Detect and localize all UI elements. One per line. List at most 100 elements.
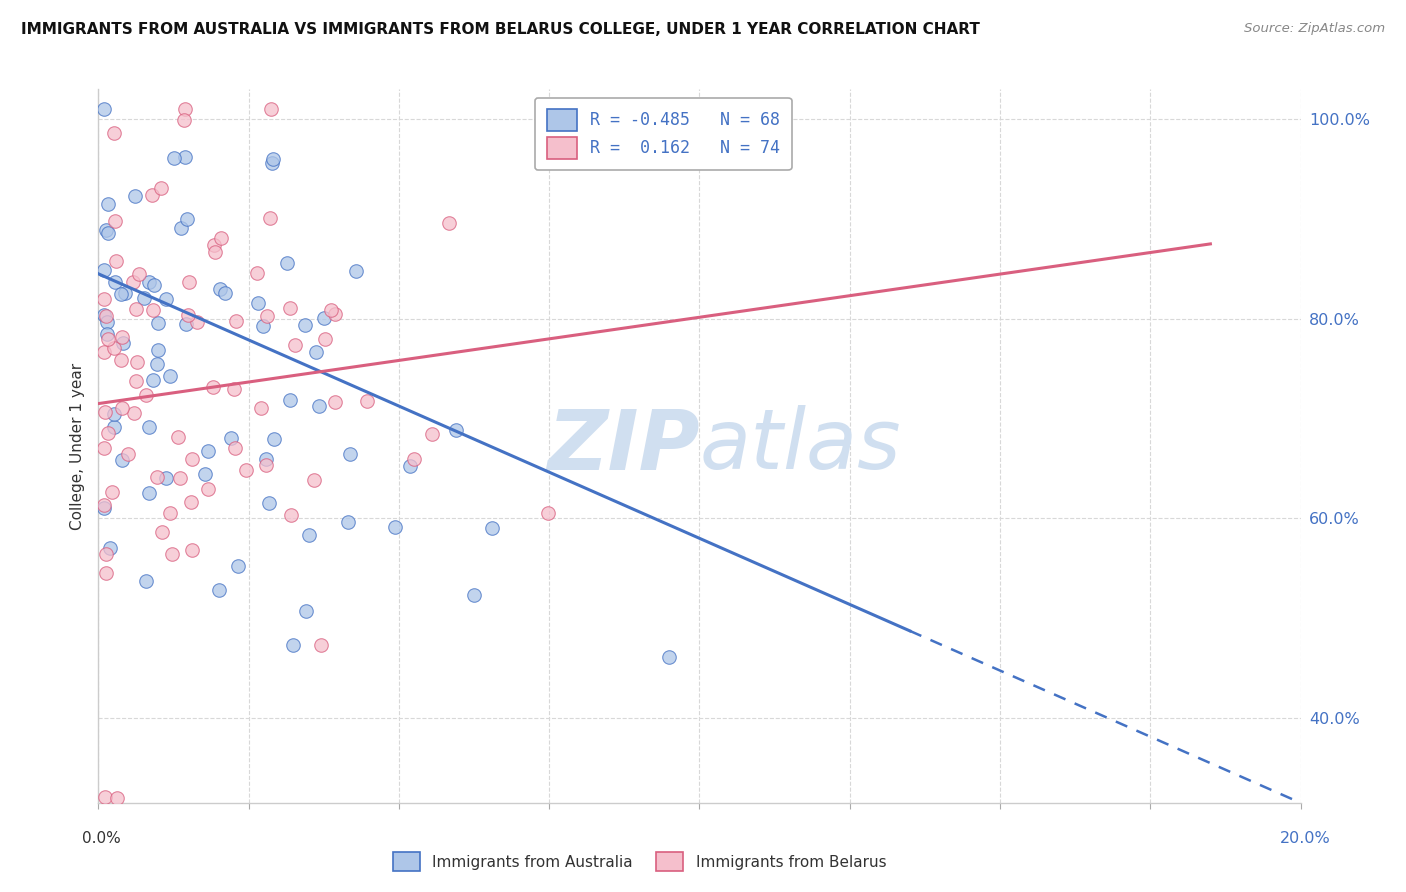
Text: Source: ZipAtlas.com: Source: ZipAtlas.com — [1244, 22, 1385, 36]
Point — [444, 423, 467, 437]
Point — [356, 393, 378, 408]
Point — [93, 441, 115, 455]
Point — [167, 429, 190, 443]
Point — [94, 547, 117, 561]
Point — [111, 330, 134, 344]
Point — [122, 275, 145, 289]
Point — [281, 638, 304, 652]
Point — [143, 277, 166, 292]
Point — [146, 343, 169, 357]
Point — [97, 426, 120, 441]
Point — [114, 286, 136, 301]
Point — [280, 508, 302, 523]
Point — [124, 189, 146, 203]
Point — [173, 113, 195, 128]
Point — [146, 470, 169, 484]
Point — [104, 275, 127, 289]
Point — [98, 541, 121, 555]
Point — [111, 335, 134, 350]
Point — [308, 399, 330, 413]
Point — [103, 407, 125, 421]
Point — [93, 292, 115, 306]
Point — [247, 296, 270, 310]
Point — [103, 341, 125, 355]
Point — [93, 498, 115, 512]
Point — [219, 431, 242, 445]
Point — [658, 649, 681, 664]
Point — [149, 180, 172, 194]
Point — [384, 520, 406, 534]
Point — [226, 559, 249, 574]
Point — [336, 515, 359, 529]
Point — [323, 307, 346, 321]
Point — [135, 574, 157, 588]
Point — [204, 245, 226, 260]
Point — [321, 302, 343, 317]
Point — [235, 463, 257, 477]
Point — [252, 319, 274, 334]
Point — [256, 309, 278, 323]
Point — [93, 263, 115, 277]
Point — [111, 401, 134, 415]
Point — [125, 374, 148, 388]
Point — [202, 238, 225, 252]
Legend: Immigrants from Australia, Immigrants from Belarus: Immigrants from Australia, Immigrants fr… — [387, 847, 893, 877]
Point — [97, 196, 120, 211]
Point — [305, 344, 328, 359]
Point — [304, 473, 326, 487]
Point — [142, 373, 165, 387]
Point — [263, 432, 285, 446]
Point — [132, 291, 155, 305]
Point — [259, 211, 281, 225]
Point — [94, 309, 117, 323]
Point — [208, 583, 231, 598]
Point — [278, 301, 301, 316]
Point — [163, 152, 186, 166]
Point — [249, 401, 271, 415]
Point — [155, 292, 177, 306]
Point — [173, 150, 195, 164]
Point — [125, 355, 148, 369]
Point — [125, 301, 148, 316]
Point — [111, 452, 134, 467]
Point — [186, 315, 208, 329]
Point — [96, 326, 118, 341]
Point — [314, 332, 336, 346]
Point — [176, 308, 198, 322]
Point — [141, 188, 163, 202]
Point — [117, 447, 139, 461]
Point — [257, 495, 280, 509]
Text: ZIP: ZIP — [547, 406, 699, 486]
Text: 0.0%: 0.0% — [82, 831, 121, 846]
Point — [110, 353, 132, 368]
Text: 20.0%: 20.0% — [1279, 831, 1330, 846]
Point — [180, 494, 202, 508]
Point — [197, 444, 219, 458]
Point — [254, 458, 277, 473]
Point — [159, 369, 181, 384]
Point — [104, 214, 127, 228]
Point — [93, 308, 115, 322]
Point — [214, 286, 236, 301]
Point — [103, 126, 125, 140]
Text: atlas: atlas — [699, 406, 901, 486]
Point — [110, 287, 132, 301]
Point — [96, 315, 118, 329]
Point — [481, 521, 503, 535]
Point — [225, 314, 247, 328]
Point — [97, 332, 120, 346]
Point — [93, 405, 115, 419]
Point — [97, 226, 120, 240]
Point — [323, 395, 346, 409]
Point — [93, 500, 115, 515]
Point — [124, 406, 146, 420]
Point — [278, 392, 301, 407]
Point — [93, 102, 115, 116]
Point — [437, 216, 460, 230]
Point — [135, 388, 157, 402]
Point — [260, 102, 283, 116]
Point — [537, 506, 560, 520]
Point — [254, 452, 277, 467]
Point — [260, 156, 283, 170]
Point — [284, 337, 307, 351]
